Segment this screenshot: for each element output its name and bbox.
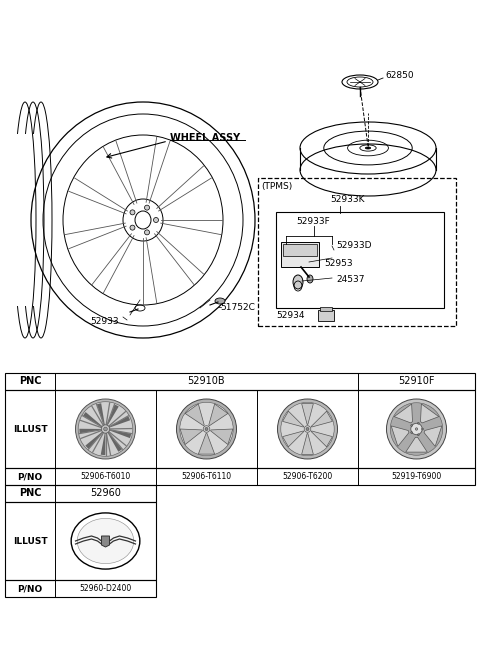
Text: ILLUST: ILLUST [12, 424, 48, 434]
Ellipse shape [144, 230, 149, 235]
Ellipse shape [177, 399, 237, 459]
Ellipse shape [130, 210, 135, 215]
Wedge shape [106, 416, 130, 429]
Text: 52906-T6110: 52906-T6110 [181, 472, 231, 481]
Ellipse shape [365, 147, 371, 149]
Ellipse shape [418, 422, 419, 424]
Ellipse shape [144, 205, 149, 210]
Polygon shape [424, 426, 442, 446]
Text: P/NO: P/NO [17, 584, 43, 593]
Text: PNC: PNC [19, 376, 41, 386]
Text: 52953: 52953 [324, 260, 353, 269]
Text: 52910F: 52910F [398, 376, 435, 386]
Ellipse shape [104, 427, 108, 431]
Ellipse shape [386, 399, 446, 459]
Ellipse shape [215, 298, 225, 304]
Polygon shape [301, 403, 313, 424]
Polygon shape [311, 411, 333, 427]
Polygon shape [406, 438, 427, 452]
Text: 52906-T6200: 52906-T6200 [282, 472, 333, 481]
Text: P/NO: P/NO [17, 472, 43, 481]
Bar [5, 580, 156, 597]
Wedge shape [85, 429, 106, 449]
Text: 52906-T6010: 52906-T6010 [80, 472, 131, 481]
Ellipse shape [421, 428, 423, 430]
Polygon shape [185, 404, 204, 426]
Ellipse shape [293, 275, 303, 289]
Text: 52960-D2400: 52960-D2400 [79, 584, 132, 593]
Bar [5, 468, 475, 485]
Polygon shape [101, 536, 109, 547]
Polygon shape [420, 404, 439, 423]
Text: 52933D: 52933D [336, 242, 372, 250]
Wedge shape [106, 405, 119, 429]
Bar [276, 212, 444, 308]
Ellipse shape [306, 428, 309, 430]
Text: 51752C: 51752C [220, 304, 255, 313]
Polygon shape [209, 404, 228, 426]
Wedge shape [83, 412, 106, 429]
Polygon shape [283, 411, 304, 427]
Ellipse shape [78, 401, 133, 457]
Wedge shape [79, 429, 106, 434]
Wedge shape [97, 403, 106, 429]
Text: 52960: 52960 [90, 489, 121, 499]
Bar [283, 244, 317, 256]
Ellipse shape [390, 403, 443, 455]
Polygon shape [180, 429, 203, 445]
Text: 52933: 52933 [90, 317, 119, 327]
Polygon shape [311, 431, 333, 447]
Polygon shape [198, 434, 215, 454]
Ellipse shape [277, 399, 337, 459]
Polygon shape [211, 429, 233, 445]
Text: PNC: PNC [19, 489, 41, 499]
Ellipse shape [154, 217, 158, 223]
Ellipse shape [415, 428, 418, 430]
Wedge shape [106, 429, 131, 438]
Ellipse shape [281, 402, 334, 456]
Polygon shape [283, 431, 304, 447]
Ellipse shape [411, 424, 412, 426]
Wedge shape [101, 429, 106, 455]
Ellipse shape [411, 432, 412, 434]
Ellipse shape [418, 434, 419, 436]
Bar [5, 390, 475, 468]
Bar [5, 502, 156, 580]
Text: 52919-T6900: 52919-T6900 [391, 472, 442, 481]
Polygon shape [394, 404, 412, 423]
Ellipse shape [304, 426, 311, 432]
Text: (TPMS): (TPMS) [261, 181, 292, 191]
Ellipse shape [77, 518, 134, 564]
Text: ILLUST: ILLUST [12, 537, 48, 545]
Bar [320, 307, 332, 311]
Ellipse shape [205, 428, 208, 430]
Bar [281, 242, 319, 267]
Wedge shape [106, 429, 122, 452]
Polygon shape [301, 434, 313, 455]
Bar [258, 178, 456, 326]
Ellipse shape [307, 275, 313, 283]
Ellipse shape [101, 425, 110, 433]
Text: 24537: 24537 [336, 275, 364, 284]
Text: 62850: 62850 [385, 72, 414, 81]
Text: WHEEL ASSY: WHEEL ASSY [170, 133, 240, 143]
Bar [5, 373, 475, 390]
Ellipse shape [130, 225, 135, 230]
Polygon shape [391, 426, 409, 446]
Bar [318, 310, 334, 321]
Text: 52933K: 52933K [330, 196, 364, 204]
Ellipse shape [180, 402, 233, 456]
Text: 52910B: 52910B [188, 376, 225, 386]
Ellipse shape [71, 513, 140, 569]
Text: 52933F: 52933F [296, 217, 330, 227]
Bar [5, 485, 156, 502]
Ellipse shape [203, 426, 210, 432]
Ellipse shape [411, 423, 422, 435]
Text: 52934: 52934 [276, 311, 304, 321]
Ellipse shape [75, 399, 135, 459]
